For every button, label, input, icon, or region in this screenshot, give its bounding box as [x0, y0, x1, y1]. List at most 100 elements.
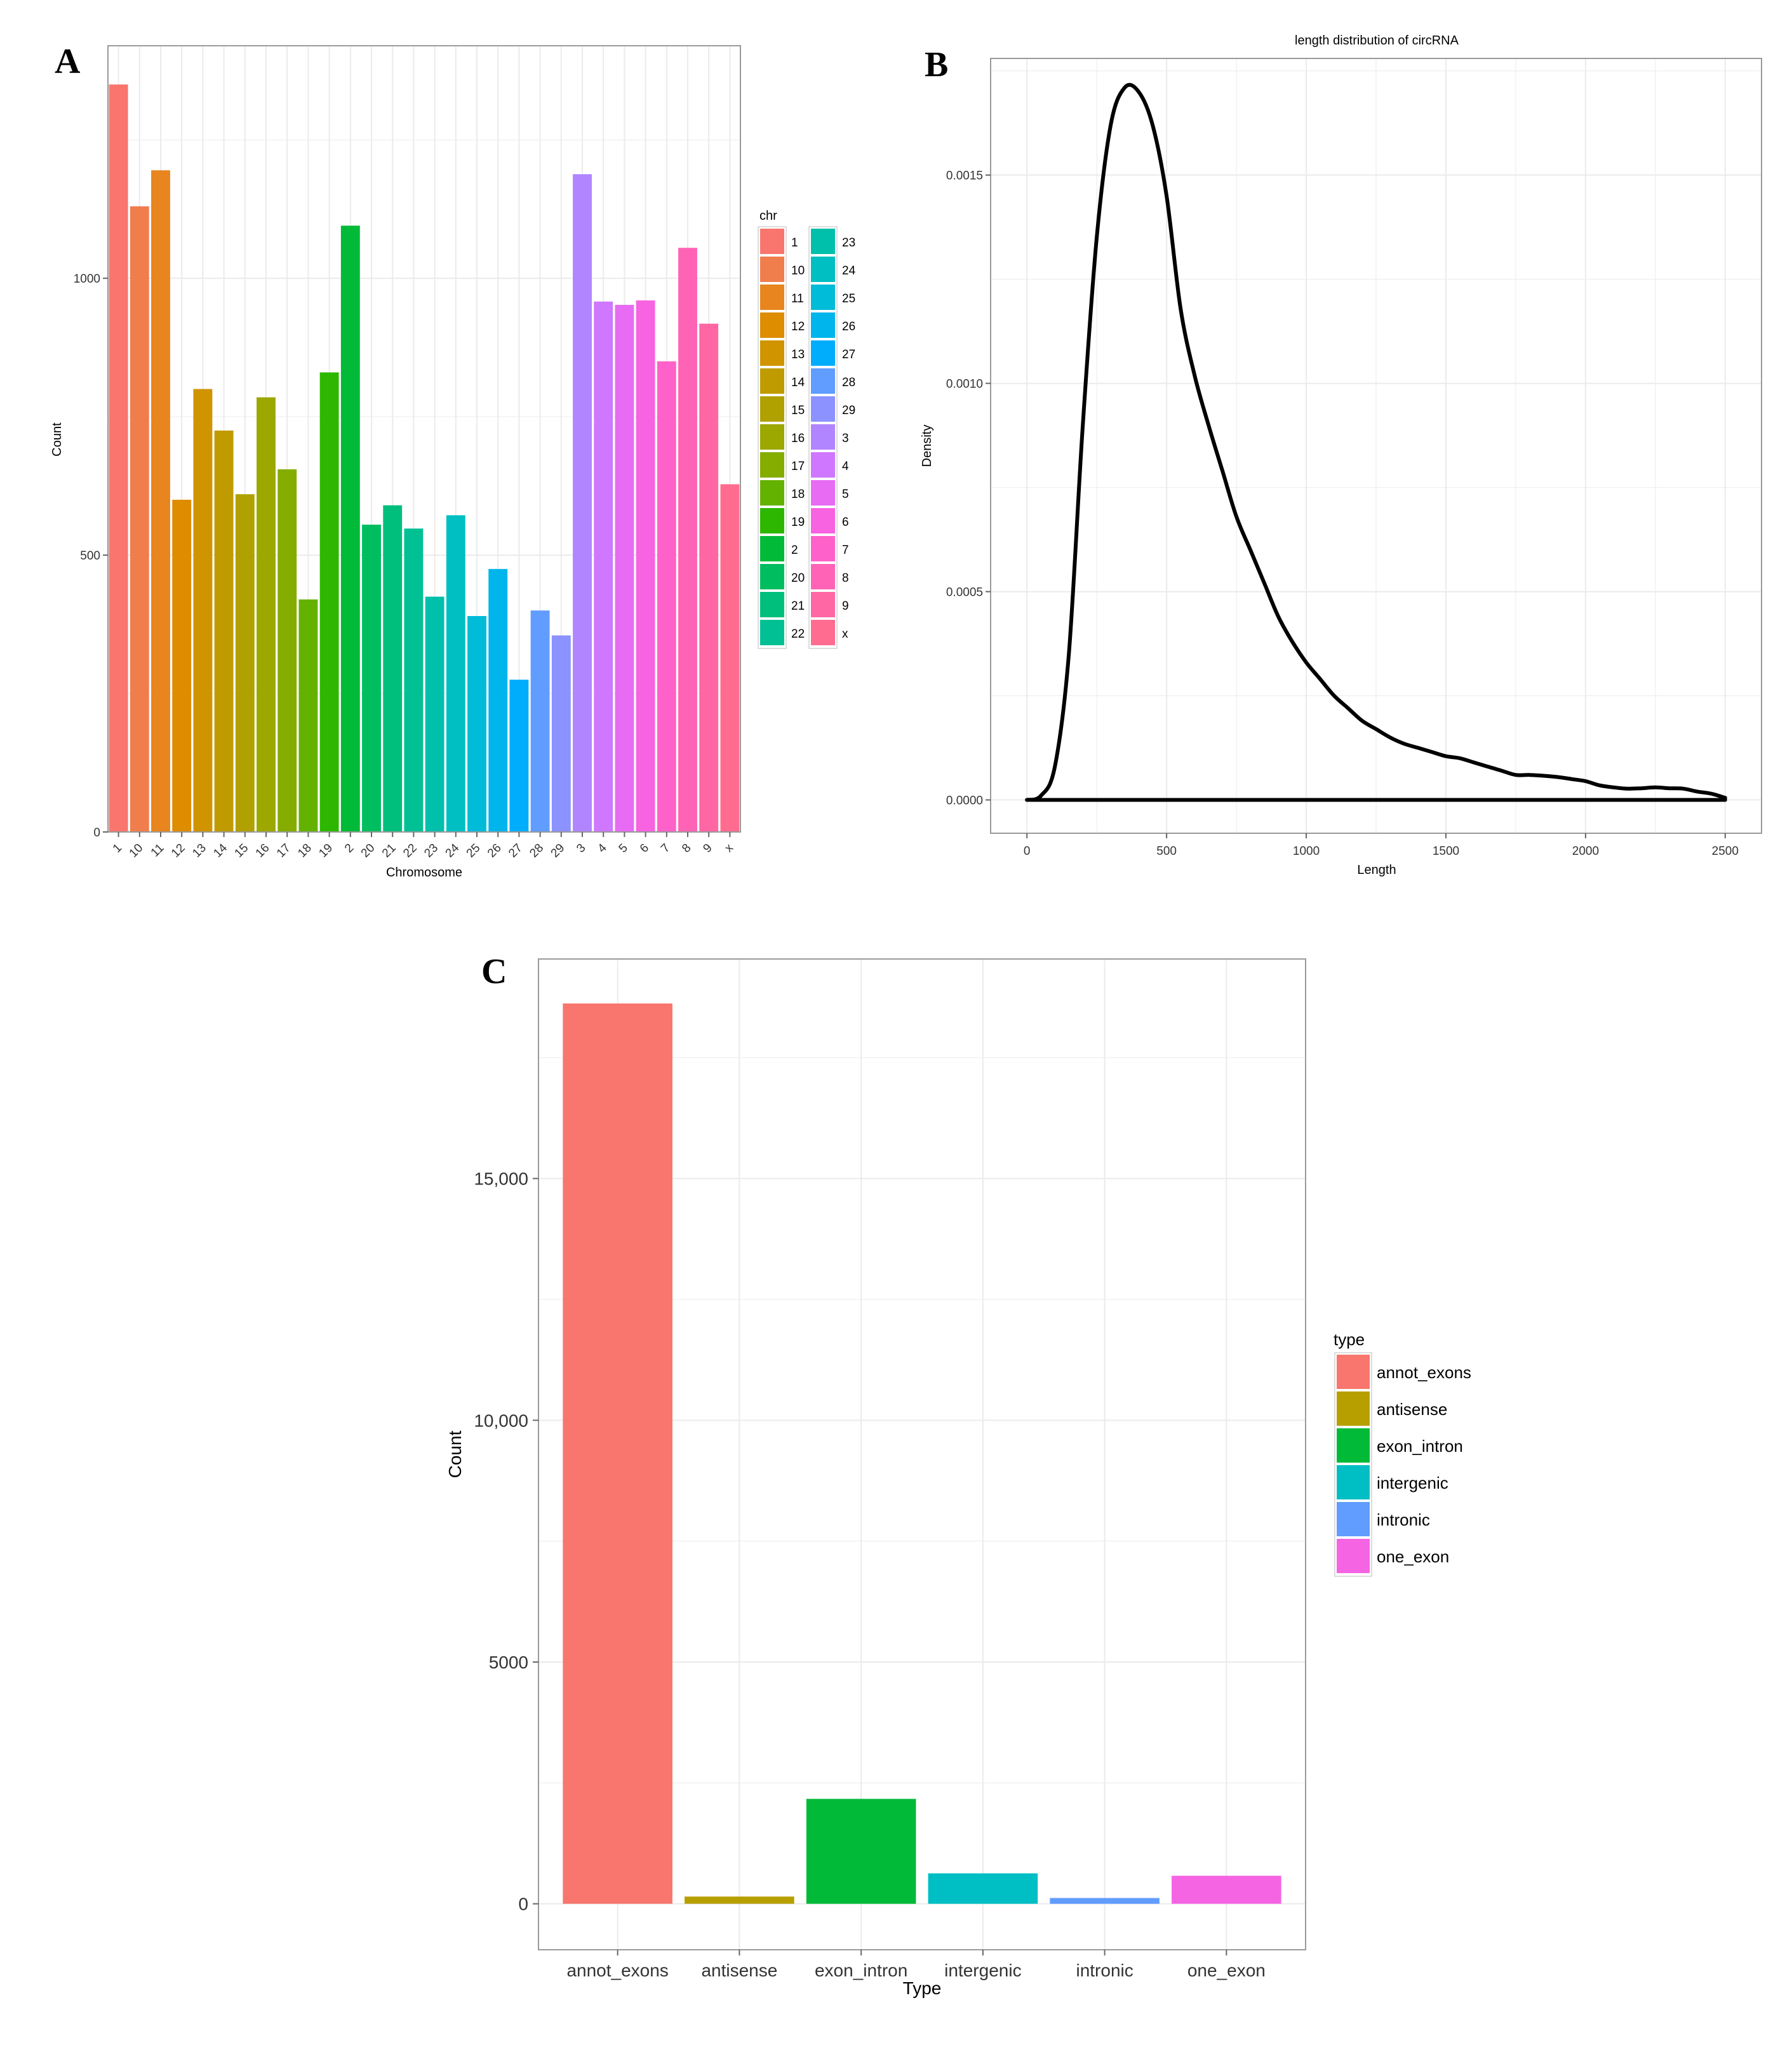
chart-b-x-tick-label: 1500 [1433, 845, 1459, 858]
chart-c-x-tick-label: one_exon [1187, 1961, 1266, 1980]
panel-a-letter: A [55, 42, 81, 81]
chart-a-x-tick-label: 14 [211, 841, 230, 860]
chart-a-legend-key-10 [759, 255, 786, 283]
chart-a-bar-29 [551, 635, 571, 832]
chart-c-legend-label: intergenic [1377, 1473, 1448, 1492]
chart-a-legend-key-25 [810, 283, 836, 311]
chart-a-bar-15 [235, 494, 255, 832]
chart-a-x-tick-label: 20 [359, 841, 378, 861]
chart-c-legend-label: exon_intron [1377, 1437, 1463, 1456]
chart-a-y-axis-label: Count [50, 422, 64, 457]
chart-c-y-tick-label: 0 [518, 1894, 528, 1914]
chart-a-legend-col2-border [808, 226, 838, 649]
chart-a-legend-key-26 [810, 311, 836, 339]
chart-a-x-tick-label: 3 [574, 841, 588, 855]
chart-c-legend-label: one_exon [1377, 1547, 1449, 1566]
chart-c-legend-title: type [1334, 1330, 1365, 1349]
chart-c-bar-exon_intron [806, 1799, 916, 1904]
chart-c-x-tick-label: antisense [701, 1961, 777, 1980]
chart-a-y-tick-label: 0 [93, 826, 100, 840]
chart-c-legend-label: antisense [1377, 1400, 1447, 1419]
chart-a-legend-key-18 [759, 479, 786, 507]
chart-a-legend-label: 5 [842, 488, 849, 501]
chart-a-x-ticks: 1 10 11 12 13 14 15 16 17 18 19 2 20 21 22 23 24 25 26 27 28… [110, 832, 736, 860]
chart-a-bar-22 [404, 528, 424, 832]
chart-a-legend-key-17 [759, 451, 786, 479]
chart-a-legend-key-4 [810, 451, 836, 479]
chart-a-legend-label: 16 [791, 432, 805, 445]
chart-a-legend-key-23 [810, 227, 836, 255]
chart-a-legend-key-19 [759, 507, 786, 535]
chart-a-x-tick-label: 13 [190, 841, 209, 861]
chart-c-legend-border [1334, 1352, 1372, 1577]
chart-a-y-ticks: 0 500 1000 [74, 272, 108, 840]
chart-a-legend-label: 26 [842, 320, 855, 333]
chart-a-bar-6 [636, 300, 655, 833]
chart-a-bar-14 [214, 430, 234, 832]
chart-a-x-tick-label: 16 [253, 841, 272, 861]
chart-c-y-tick-label: 10,000 [474, 1411, 528, 1430]
chart-a-bar-4 [594, 301, 613, 833]
chart-a-x-tick-label: 15 [232, 841, 251, 861]
chart-c-x-ticks: annot_exons antisense exon_intron intergeni… [566, 1950, 1266, 1980]
chart-a-x-tick-label: 8 [679, 841, 693, 855]
chart-a-legend-label: 28 [842, 376, 855, 389]
chart-b-x-tick-label: 0 [1024, 845, 1031, 858]
chart-a-bar-18 [298, 599, 318, 832]
chart-a-legend-label: 7 [842, 544, 849, 557]
chart-c-x-tick-label: exon_intron [815, 1961, 907, 1980]
chart-c-bar-one_exon [1172, 1875, 1281, 1904]
chart-a-legend-label: 13 [791, 348, 805, 361]
chart-c-x-tick-label: intronic [1076, 1961, 1133, 1980]
chart-a-legend-key-8 [810, 563, 836, 591]
chart-a-bar-8 [678, 248, 697, 832]
chart-a-legend-key-1 [759, 227, 786, 255]
chart-c-legend-key-antisense [1335, 1390, 1371, 1427]
chart-a-bar-28 [530, 610, 550, 832]
chart-a-bar-17 [277, 469, 297, 832]
chart-a-x-tick-label: 26 [485, 841, 504, 861]
chart-a-x-tick-label: 24 [443, 841, 462, 860]
chart-a-y-tick-label: 500 [80, 549, 100, 563]
chart-a-legend-key-29 [810, 395, 836, 423]
chart-a-x-tick-label: 1 [110, 841, 124, 855]
chart-a-x-tick-label: x [722, 841, 736, 855]
chart-c-y-axis-label: Count [445, 1430, 465, 1478]
chart-a-bar-3 [573, 174, 592, 833]
chart-b-density-curve [1025, 83, 1727, 802]
chart-c-legend-key-annot_exons [1335, 1353, 1371, 1390]
chart-a-legend-label: 12 [791, 320, 805, 333]
chart-a-legend-key-15 [759, 395, 786, 423]
chart-a-x-tick-label: 23 [422, 841, 441, 861]
chart-a-bar-7 [657, 361, 676, 832]
chart-a-legend-label: 15 [791, 404, 805, 417]
chart-a-x-axis-label: Chromosome [386, 866, 462, 880]
chart-b-y-axis-label: Density [920, 425, 934, 467]
chart-a-bar-25 [467, 615, 486, 832]
chart-a-legend-label: 20 [791, 572, 805, 585]
chart-c-x-axis-label: Type [903, 1978, 942, 1998]
chart-a-x-tick-label: 2 [342, 841, 356, 855]
chart-a-legend-label: x [842, 627, 848, 641]
chart-c-legend-key-intergenic [1335, 1464, 1371, 1501]
chart-a-legend-label: 10 [791, 264, 805, 278]
chart-c-bar-antisense [685, 1896, 794, 1904]
chart-a-x-tick-label: 19 [316, 841, 335, 861]
chart-a-bar-27 [509, 680, 529, 832]
chart-a-legend-key-x [810, 619, 836, 647]
chart-a-x-tick-label: 12 [169, 841, 188, 861]
chart-b-length-density: length distribution of circRNA 0.00000.0… [920, 34, 1762, 877]
chart-c-x-tick-label: annot_exons [566, 1961, 668, 1980]
chart-a-legend-label: 23 [842, 236, 855, 250]
chart-a-legend-label: 27 [842, 348, 855, 361]
chart-c-legend-label: intronic [1377, 1510, 1430, 1529]
chart-c-bar-intergenic [928, 1873, 1038, 1904]
chart-a-legend-key-9 [810, 591, 836, 619]
chart-b-frame [990, 58, 1762, 834]
chart-a-x-tick-label: 17 [274, 841, 293, 861]
chart-a-bar-26 [488, 568, 508, 832]
chart-a-legend-key-21 [759, 591, 786, 619]
chart-a-legend-key-28 [810, 367, 836, 395]
